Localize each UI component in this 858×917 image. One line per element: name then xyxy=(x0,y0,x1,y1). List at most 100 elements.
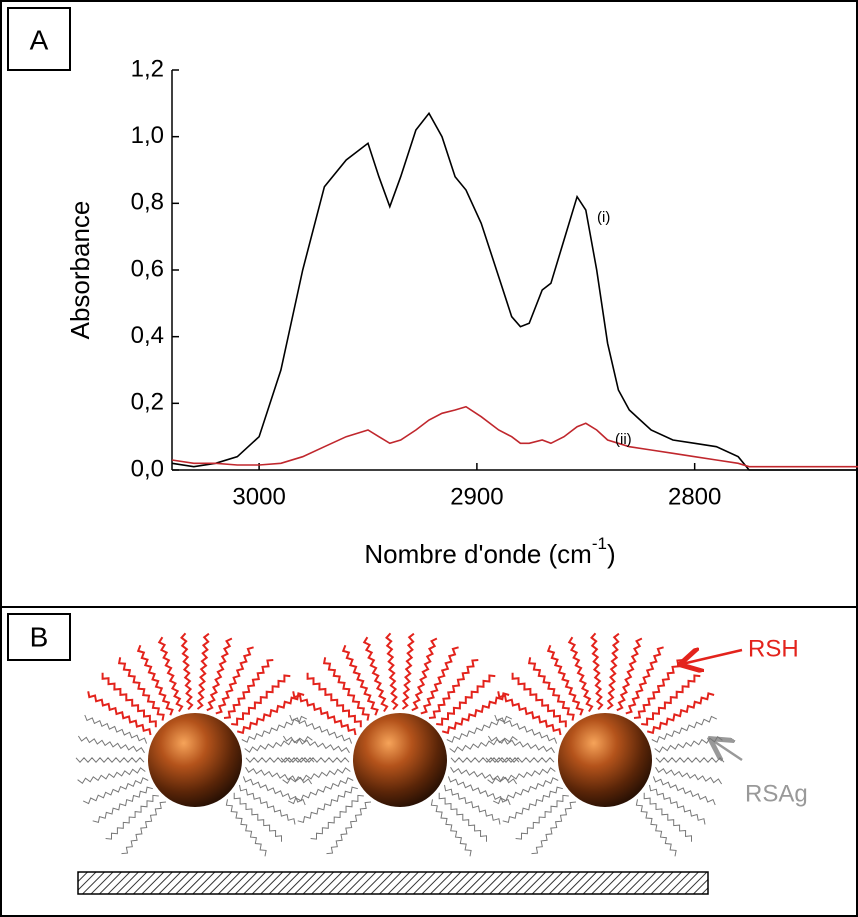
chain xyxy=(497,691,562,736)
chain xyxy=(450,766,518,785)
x-tick-label: 2900 xyxy=(450,483,503,510)
chain xyxy=(546,644,584,716)
chain xyxy=(590,632,604,711)
x-axis-label: Nombre d'onde (cm-1) xyxy=(364,534,615,568)
y-tick-label: 0,6 xyxy=(131,255,164,282)
spectrum-line xyxy=(171,405,858,468)
chain xyxy=(438,792,487,842)
chain xyxy=(485,757,555,763)
chain xyxy=(487,767,556,785)
chain xyxy=(567,636,594,713)
chain xyxy=(241,715,308,743)
chain xyxy=(282,767,351,785)
y-tick-label: 0,0 xyxy=(131,455,164,482)
chain xyxy=(82,777,149,805)
chain xyxy=(428,659,479,719)
y-tick-label: 1,0 xyxy=(131,122,164,149)
arrow xyxy=(682,650,743,664)
chain xyxy=(297,786,358,824)
chain xyxy=(239,784,296,825)
nanoparticle xyxy=(148,713,242,807)
x-axis-label-sup: -1 xyxy=(592,534,607,553)
chain xyxy=(531,801,577,855)
spectrum-line xyxy=(171,111,858,471)
chain xyxy=(244,735,313,753)
chain xyxy=(136,644,174,716)
diagram-label: RSAg xyxy=(745,780,808,807)
y-tick-label: 0,8 xyxy=(131,189,164,216)
chain xyxy=(385,632,399,711)
chain xyxy=(75,757,145,763)
chain xyxy=(646,692,715,735)
chain xyxy=(527,657,575,721)
chain xyxy=(287,777,354,805)
chain xyxy=(105,794,159,840)
chain xyxy=(652,776,716,806)
chain xyxy=(401,632,415,710)
chain xyxy=(223,659,274,719)
chain xyxy=(441,692,510,735)
chain xyxy=(282,735,350,754)
chain xyxy=(322,657,370,721)
chain xyxy=(310,794,364,840)
chain xyxy=(649,784,706,825)
chain xyxy=(492,777,559,805)
chain xyxy=(633,659,684,719)
chain xyxy=(157,636,184,713)
chain xyxy=(231,674,291,726)
chain xyxy=(117,657,165,721)
chain xyxy=(280,757,350,763)
x-tick-label: 2800 xyxy=(668,483,721,510)
chain xyxy=(306,672,362,728)
chain xyxy=(655,766,723,785)
chain xyxy=(215,646,254,715)
chain xyxy=(643,792,692,842)
chain xyxy=(84,714,148,744)
chain xyxy=(341,644,379,716)
chain xyxy=(289,714,353,744)
chain xyxy=(92,786,153,824)
y-tick-label: 1,2 xyxy=(131,55,164,82)
chain xyxy=(180,632,194,711)
chain xyxy=(616,637,643,712)
chain xyxy=(444,784,501,825)
chain xyxy=(245,766,313,785)
chain xyxy=(447,776,511,806)
panel-label: B xyxy=(30,621,49,652)
y-axis-label: Absorbance xyxy=(65,201,95,340)
chain xyxy=(206,637,233,712)
chain xyxy=(326,801,372,855)
chain xyxy=(233,792,282,842)
chain xyxy=(487,735,555,754)
arrow xyxy=(712,740,743,760)
chain xyxy=(641,674,701,726)
chain xyxy=(494,714,558,744)
nanoparticle xyxy=(353,713,447,807)
chain xyxy=(362,636,389,713)
chain xyxy=(654,735,723,753)
chain xyxy=(245,757,315,763)
chain xyxy=(625,646,664,715)
chain xyxy=(449,735,518,753)
chain xyxy=(101,672,157,728)
nanoparticle-diagram: RSH RSAg xyxy=(75,632,808,895)
chain xyxy=(77,735,145,754)
chain xyxy=(450,757,520,763)
chain xyxy=(225,799,267,857)
chain xyxy=(606,632,620,710)
chain xyxy=(430,799,472,857)
x-axis-label-text: Nombre d'onde (cm xyxy=(364,539,592,569)
y-tick-label: 0,2 xyxy=(131,389,164,416)
x-axis-label-end: ) xyxy=(607,539,616,569)
chain xyxy=(502,786,563,824)
nanoparticle xyxy=(558,713,652,807)
panel-label-box xyxy=(7,7,71,71)
chain xyxy=(242,776,306,806)
chain xyxy=(420,646,459,715)
chain xyxy=(196,632,210,710)
chain xyxy=(236,692,305,735)
chain xyxy=(651,715,718,743)
series-label: (ii) xyxy=(615,431,632,448)
chain xyxy=(436,674,496,726)
